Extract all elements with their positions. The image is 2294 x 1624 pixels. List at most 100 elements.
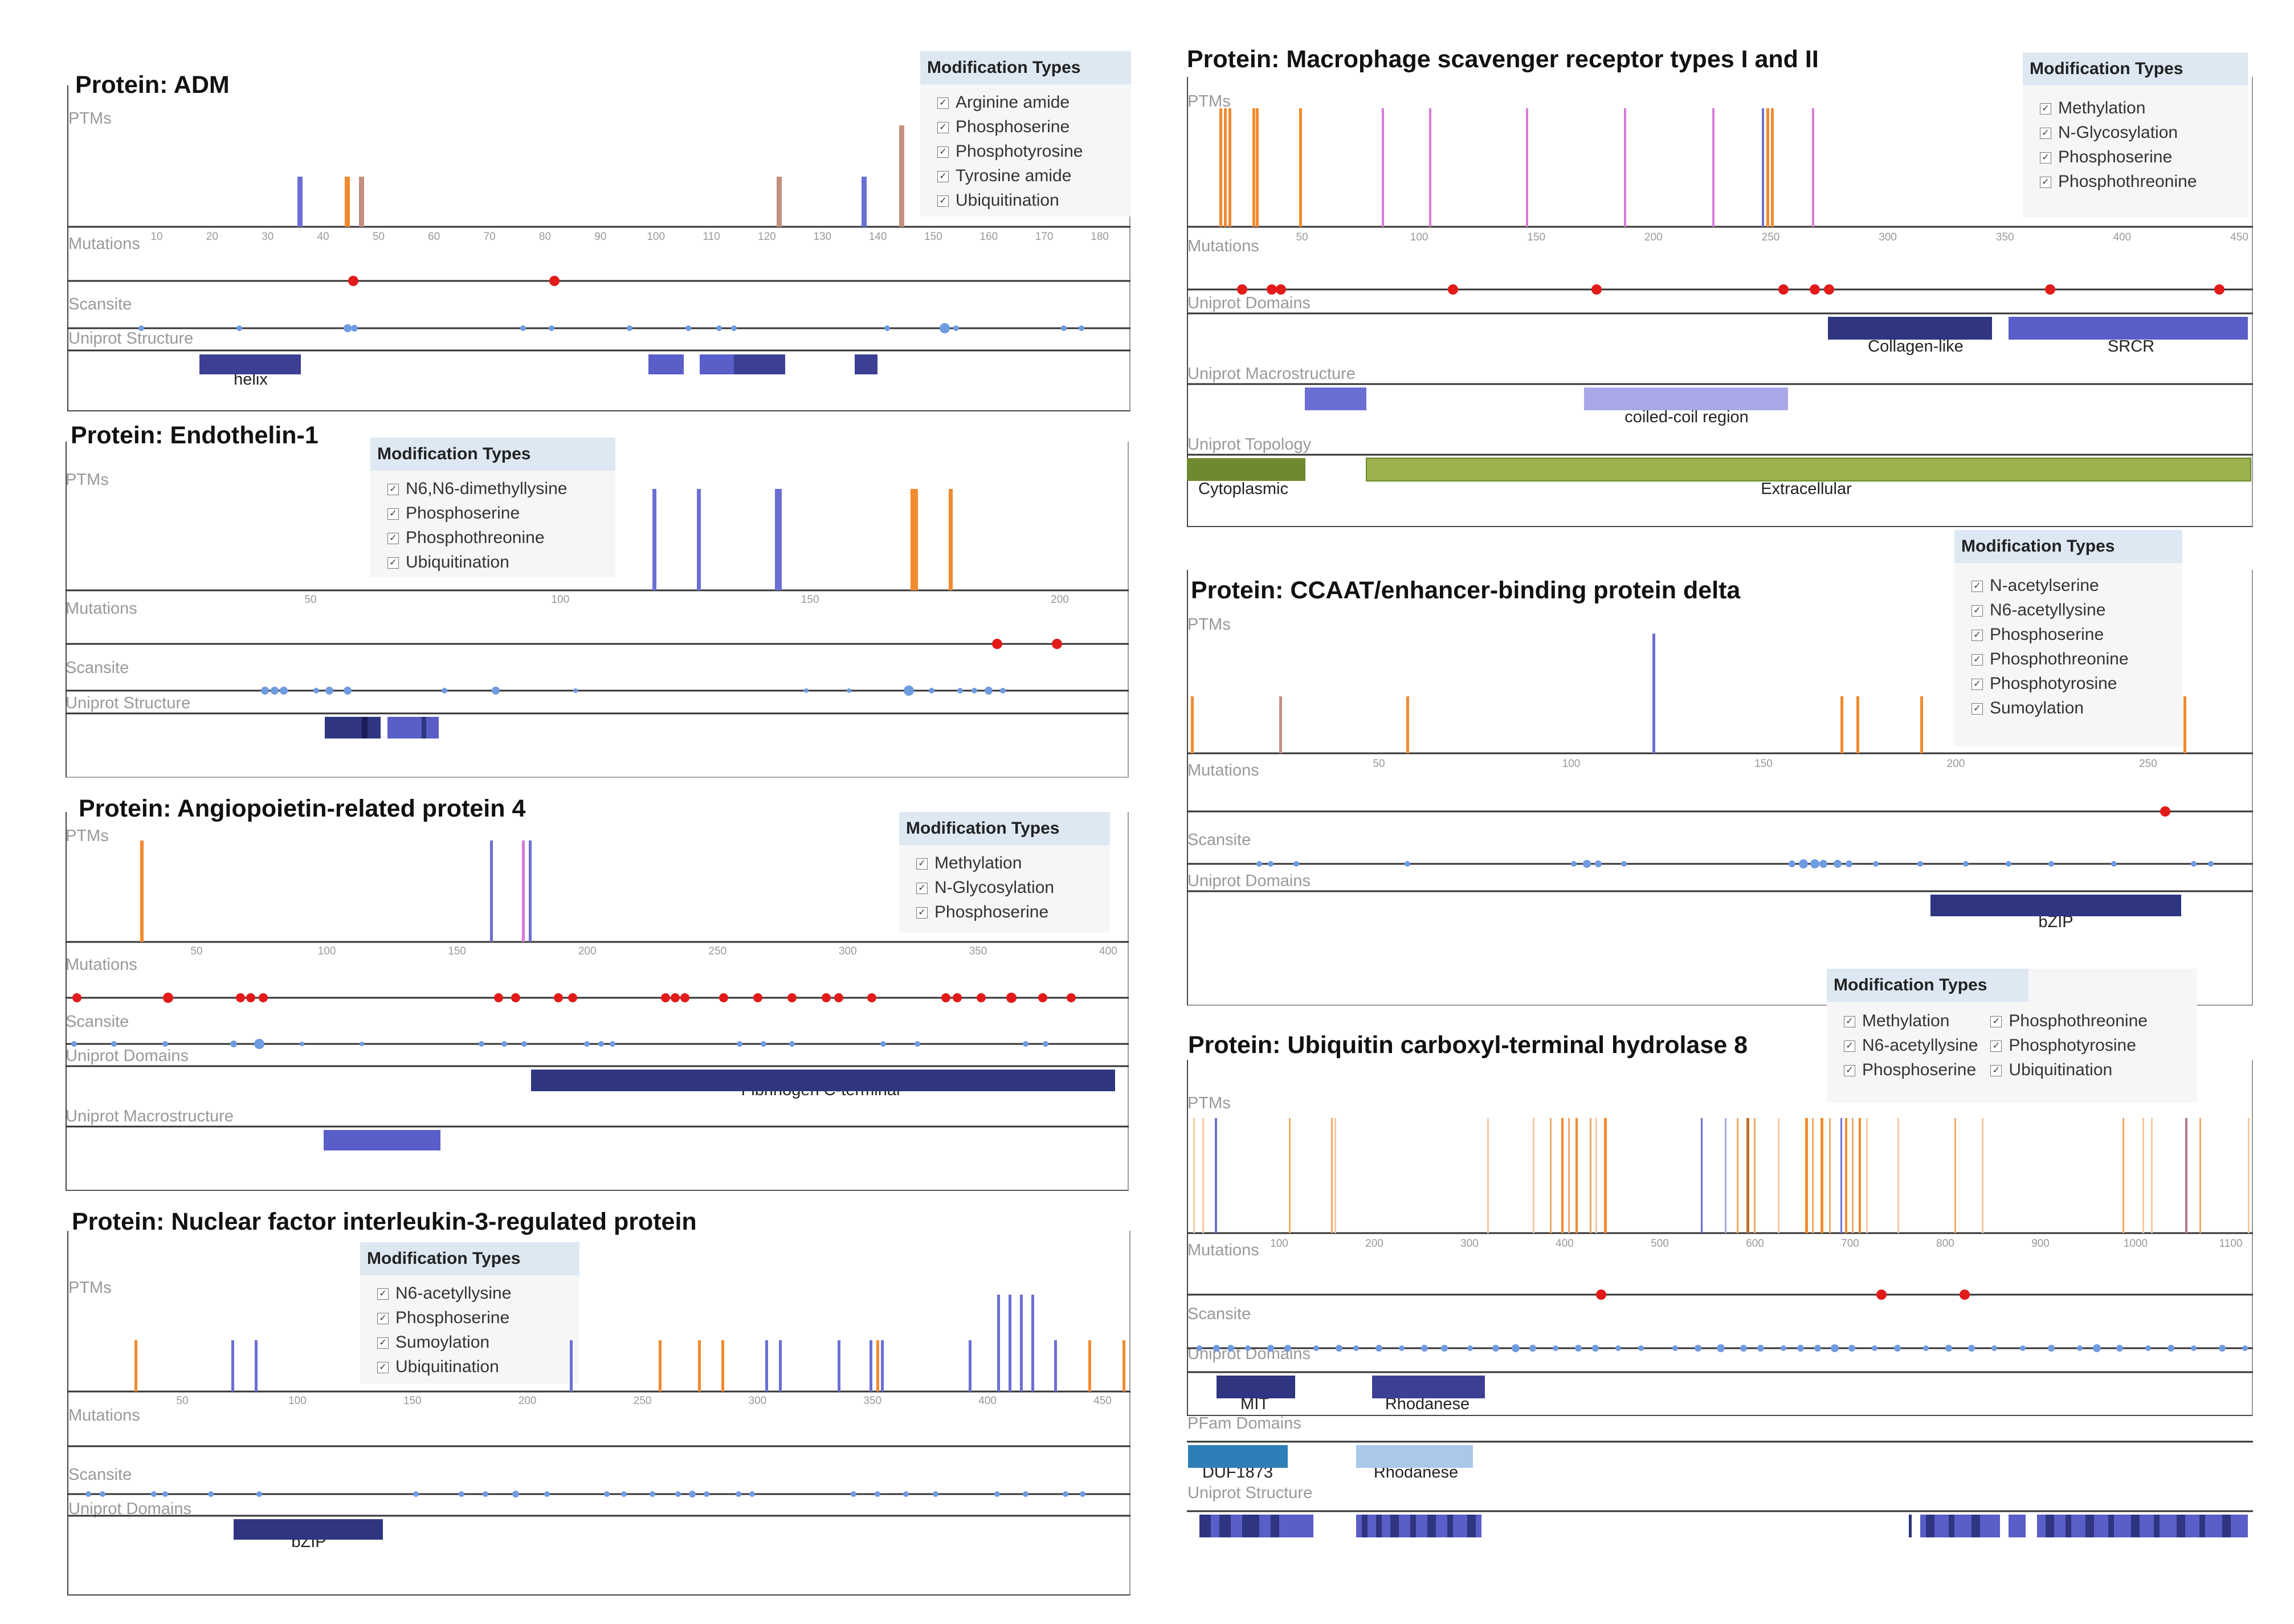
track-label-uniprot-structure: Uniprot Structure <box>66 694 191 712</box>
axis-tick-label: 90 <box>594 231 607 243</box>
topology-label-cytoplasmic: Cytoplasmic <box>1198 480 1288 498</box>
axis-tick-label: 400 <box>2113 231 2132 243</box>
checkbox-icon[interactable]: ✓ <box>387 508 399 520</box>
legend-item[interactable]: ✓ Phosphoserine <box>1844 1058 1978 1082</box>
checkbox-icon[interactable]: ✓ <box>937 122 949 134</box>
axis-tick-label: 800 <box>1936 1238 1954 1250</box>
structure-block <box>1971 1515 1980 1537</box>
legend-item[interactable]: ✓ Phosphothreonine <box>2040 169 2240 194</box>
ptm-mark <box>1331 1118 1333 1233</box>
checkbox-icon[interactable]: ✓ <box>916 858 928 870</box>
checkbox-icon[interactable]: ✓ <box>387 557 399 569</box>
ptm-mark <box>2185 1118 2187 1233</box>
ptm-mark <box>697 489 701 590</box>
modification-legend: Modification Types ✓ Methylation ✓ N-Glycos… <box>2023 52 2248 218</box>
checkbox-icon[interactable]: ✓ <box>937 146 949 158</box>
structure-block <box>1199 1515 1211 1537</box>
checkbox-icon[interactable]: ✓ <box>387 484 399 496</box>
legend-item[interactable]: ✓ Sumoylation <box>1971 696 2174 720</box>
legend-item-label: Methylation <box>2058 99 2146 117</box>
ptm-mark <box>1866 1118 1868 1233</box>
legend-item[interactable]: ✓ Methylation <box>2040 96 2240 120</box>
axis-tick-label: 500 <box>1651 1238 1669 1250</box>
axis-tick-label: 100 <box>1410 231 1428 243</box>
legend-item[interactable]: ✓ Ubiquitination <box>1990 1058 2148 1082</box>
axis-tick-label: 70 <box>483 231 496 243</box>
legend-item[interactable]: ✓ Phosphoserine <box>1971 622 2174 647</box>
axis-tick-label: 120 <box>758 231 776 243</box>
legend-item[interactable]: ✓ Phosphothreonine <box>1990 1009 2148 1033</box>
checkbox-icon[interactable]: ✓ <box>1990 1016 2002 1028</box>
checkbox-icon[interactable]: ✓ <box>1971 654 1983 666</box>
ptm-mark <box>1575 1118 1578 1233</box>
scansite-mark <box>1405 861 1410 867</box>
checkbox-icon[interactable]: ✓ <box>1990 1065 2002 1077</box>
checkbox-icon[interactable]: ✓ <box>916 907 928 919</box>
checkbox-icon[interactable]: ✓ <box>2040 152 2051 164</box>
legend-items-col2: ✓ Phosphothreonine ✓ Phosphotyrosine ✓ Ubiqui… <box>1990 1009 2148 1082</box>
legend-item[interactable]: ✓ Phosphotyrosine <box>1990 1033 2148 1058</box>
track-label-ptms: PTMs <box>1187 1094 1231 1112</box>
legend-item[interactable]: ✓ N-acetylserine <box>1971 573 2174 598</box>
legend-item-label: Tyrosine amide <box>956 166 1072 185</box>
ptm-mark <box>1652 634 1655 753</box>
ptm-mark <box>490 840 493 942</box>
legend-item-label: N-Glycosylation <box>2058 123 2178 142</box>
legend-item[interactable]: ✓ Methylation <box>1844 1009 1978 1033</box>
checkbox-icon[interactable]: ✓ <box>1844 1065 1855 1077</box>
legend-item[interactable]: ✓ Phosphoserine <box>377 1305 572 1330</box>
legend-item[interactable]: ✓ N6-acetyllysine <box>377 1281 572 1305</box>
ptm-mark <box>777 177 782 227</box>
legend-item[interactable]: ✓ N6-acetyllysine <box>1971 598 2174 622</box>
scansite-mark <box>254 1039 264 1049</box>
checkbox-icon[interactable]: ✓ <box>937 195 949 207</box>
macrostructure-block <box>1305 387 1366 410</box>
checkbox-icon[interactable]: ✓ <box>937 97 949 109</box>
checkbox-icon[interactable]: ✓ <box>1844 1040 1855 1052</box>
axis-tick-label: 80 <box>538 231 552 243</box>
legend-item[interactable]: ✓ Ubiquitination <box>937 188 1123 213</box>
mutation-mark <box>1778 284 1789 295</box>
checkbox-icon[interactable]: ✓ <box>2040 177 2051 189</box>
panel-frame <box>66 812 1129 1191</box>
legend-item[interactable]: ✓ Phosphoserine <box>937 115 1123 139</box>
legend-item[interactable]: ✓ N6-acetyllysine <box>1844 1033 1978 1058</box>
checkbox-icon[interactable]: ✓ <box>2040 128 2051 140</box>
legend-item[interactable]: ✓ N-Glycosylation <box>916 875 1102 900</box>
legend-item[interactable]: ✓ Phosphoserine <box>2040 145 2240 169</box>
checkbox-icon[interactable]: ✓ <box>377 1337 389 1349</box>
legend-item[interactable]: ✓ Phosphotyrosine <box>937 139 1123 164</box>
checkbox-icon[interactable]: ✓ <box>1844 1016 1855 1028</box>
legend-item[interactable]: ✓ N-Glycosylation <box>2040 120 2240 145</box>
legend-item[interactable]: ✓ Phosphotyrosine <box>1971 671 2174 696</box>
checkbox-icon[interactable]: ✓ <box>1971 605 1983 617</box>
checkbox-icon[interactable]: ✓ <box>937 171 949 183</box>
legend-item[interactable]: ✓ Methylation <box>916 851 1102 875</box>
checkbox-icon[interactable]: ✓ <box>1971 703 1983 715</box>
mutation-mark <box>1591 284 1602 295</box>
checkbox-icon[interactable]: ✓ <box>377 1362 389 1374</box>
checkbox-icon[interactable]: ✓ <box>377 1288 389 1300</box>
legend-item[interactable]: ✓ Ubiquitination <box>377 1354 572 1379</box>
legend-item[interactable]: ✓ Phosphoserine <box>916 900 1102 924</box>
checkbox-icon[interactable]: ✓ <box>1971 581 1983 593</box>
legend-item[interactable]: ✓ Sumoylation <box>377 1330 572 1354</box>
axis-tick-label: 150 <box>403 1395 422 1407</box>
checkbox-icon[interactable]: ✓ <box>916 883 928 895</box>
scansite-mark <box>344 324 352 332</box>
checkbox-icon[interactable]: ✓ <box>387 533 399 545</box>
legend-item[interactable]: ✓ Phosphothreonine <box>1971 647 2174 671</box>
checkbox-icon[interactable]: ✓ <box>2040 103 2051 115</box>
legend-item[interactable]: ✓ Phosphothreonine <box>387 525 607 550</box>
checkbox-icon[interactable]: ✓ <box>1990 1040 2002 1052</box>
legend-item[interactable]: ✓ Arginine amide <box>937 90 1123 115</box>
checkbox-icon[interactable]: ✓ <box>1971 630 1983 642</box>
legend-item[interactable]: ✓ Ubiquitination <box>387 550 607 574</box>
scansite-mark <box>483 1491 488 1497</box>
legend-item[interactable]: ✓ Tyrosine amide <box>937 164 1123 188</box>
checkbox-icon[interactable]: ✓ <box>377 1313 389 1325</box>
checkbox-icon[interactable]: ✓ <box>1971 679 1983 691</box>
legend-item[interactable]: ✓ Phosphoserine <box>387 501 607 525</box>
legend-item-label: Phosphoserine <box>1862 1060 1977 1079</box>
legend-item[interactable]: ✓ N6,N6-dimethyllysine <box>387 476 607 501</box>
